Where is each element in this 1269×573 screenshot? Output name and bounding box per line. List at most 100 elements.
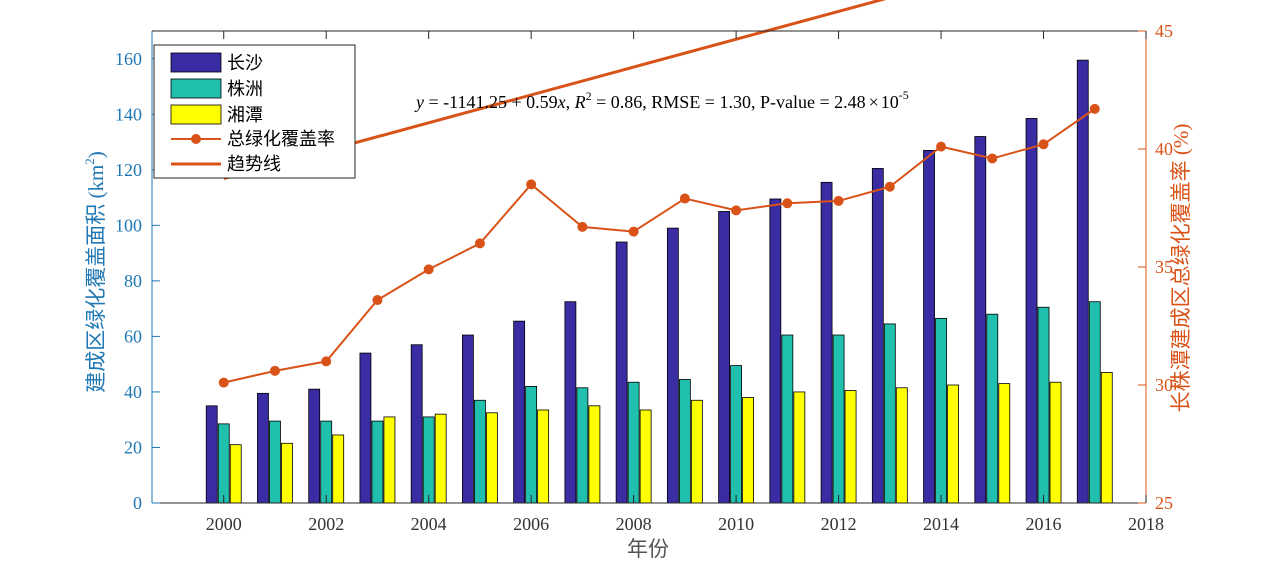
- bar-zhuzhou-2002: [320, 420, 333, 504]
- bar-zhuzhou-2005: [474, 399, 486, 504]
- bar-changsha-2001: [257, 392, 269, 504]
- legend-label-coverage: 总绿化覆盖率: [227, 129, 335, 149]
- coverage-line: [223, 108, 1096, 384]
- y-left-tick-label: 0: [133, 493, 142, 513]
- bar-changsha-2004: [410, 344, 423, 504]
- bar-zhuzhou-2013: [883, 323, 896, 504]
- y-axis-left-label-main: 建成区绿化覆盖面积 (km: [84, 165, 108, 393]
- legend-marker-coverage: [191, 134, 201, 144]
- bar-zhuzhou-2015: [986, 313, 999, 504]
- y-left-tick-label: 40: [124, 382, 142, 402]
- bar-changsha-2008: [615, 241, 628, 504]
- bar-zhuzhou-2001: [269, 420, 281, 504]
- bar-xiangtan-2012: [844, 390, 857, 504]
- bar-xiangtan-2007: [588, 405, 601, 504]
- bar-zhuzhou-2009: [678, 379, 691, 504]
- coverage-point-2012: [833, 195, 844, 206]
- bar-xiangtan-2000: [229, 444, 242, 504]
- bar-changsha-2013: [871, 168, 884, 504]
- x-tick-label: 2010: [718, 514, 754, 534]
- bar-zhuzhou-2014: [935, 317, 947, 504]
- y-left-tick-label: 100: [115, 215, 142, 235]
- annotation-times: ×: [869, 92, 879, 112]
- bar-zhuzhou-2007: [576, 387, 589, 504]
- bar-zhuzhou-2006: [525, 385, 538, 504]
- legend: 长沙 株洲 湘潭 总绿化覆盖率 趋势线: [153, 44, 356, 179]
- coverage-point-2009: [679, 193, 690, 204]
- x-tick-label: 2016: [1026, 514, 1062, 534]
- line-series-group: [218, 0, 1100, 388]
- bar-xiangtan-2014: [947, 384, 959, 504]
- x-tick-label: 2008: [616, 514, 652, 534]
- bar-xiangtan-2003: [383, 416, 396, 504]
- legend-label-trend: 趋势线: [227, 154, 281, 174]
- y-right-tick-label: 30: [1155, 375, 1173, 395]
- bar-zhuzhou-2004: [422, 416, 435, 504]
- bar-xiangtan-2006: [537, 409, 550, 504]
- coverage-point-2006: [526, 179, 537, 190]
- x-tick-label: 2006: [513, 514, 549, 534]
- bar-xiangtan-2008: [639, 409, 652, 504]
- bar-changsha-2009: [666, 227, 679, 504]
- y-axis-left-label-sup: 2: [82, 158, 97, 165]
- bar-zhuzhou-2011: [781, 334, 794, 504]
- bar-xiangtan-2010: [742, 397, 755, 504]
- y-left-tick-label: 160: [115, 49, 142, 69]
- bar-xiangtan-2015: [998, 383, 1011, 504]
- bar-xiangtan-2005: [486, 412, 498, 504]
- bar-xiangtan-2016: [1049, 381, 1062, 504]
- coverage-point-2005: [474, 238, 485, 249]
- annotation-r-var: R: [574, 92, 586, 112]
- annotation-eq-part2: = 0.86, RMSE = 1.30, P-value = 2.48: [592, 92, 866, 112]
- coverage-point-2004: [423, 264, 434, 275]
- coverage-point-2001: [269, 365, 280, 376]
- coverage-point-2010: [731, 205, 742, 216]
- y-axis-right-label: 长株潭建成区总绿化覆盖率 (%): [1169, 124, 1193, 413]
- annotation-eq-part1: = -1141.25 + 0.59: [424, 92, 558, 112]
- annotation-r-sup: 2: [586, 89, 592, 103]
- legend-label-zhuzhou: 株洲: [227, 79, 263, 99]
- annotation-pow-exp: -5: [899, 88, 909, 102]
- regression-annotation: y = -1141.25 + 0.59x, R2 = 0.86, RMSE = …: [414, 88, 909, 112]
- bar-xiangtan-2013: [895, 387, 908, 504]
- bar-changsha-2011: [769, 198, 782, 504]
- bar-zhuzhou-2000: [217, 423, 230, 504]
- y-left-tick-label: 80: [124, 271, 142, 291]
- y-left-tick-label: 20: [124, 437, 142, 457]
- bar-changsha-2005: [462, 334, 474, 504]
- bar-zhuzhou-2010: [730, 365, 743, 504]
- coverage-point-2008: [628, 226, 639, 237]
- legend-swatch-xiangtan: [170, 104, 222, 125]
- bar-changsha-2015: [974, 136, 987, 504]
- bar-changsha-2000: [205, 405, 218, 504]
- coverage-point-2011: [782, 198, 793, 209]
- bar-xiangtan-2011: [793, 391, 806, 504]
- bar-changsha-2007: [564, 301, 577, 504]
- legend-label-changsha: 长沙: [227, 53, 263, 73]
- legend-swatch-changsha: [170, 52, 222, 73]
- bar-zhuzhou-2016: [1037, 306, 1050, 504]
- coverage-point-2014: [936, 141, 947, 152]
- bar-changsha-2010: [718, 211, 731, 504]
- y-right-tick-label: 45: [1155, 21, 1173, 41]
- legend-label-xiangtan: 湘潭: [227, 105, 263, 125]
- bar-changsha-2017: [1076, 59, 1089, 504]
- annotation-comma: ,: [566, 92, 575, 112]
- x-tick-label: 2004: [411, 514, 447, 534]
- y-right-tick-label: 40: [1155, 139, 1173, 159]
- bar-changsha-2012: [820, 181, 833, 504]
- y-right-tick-label: 35: [1155, 257, 1173, 277]
- bar-xiangtan-2001: [281, 442, 293, 504]
- bar-zhuzhou-2017: [1088, 301, 1101, 504]
- coverage-point-2015: [987, 153, 998, 164]
- axes-group: 0 20 40 60 80 100 120 140 160 25 30 35 40 45 2000 2002 2…: [115, 21, 1173, 534]
- bar-zhuzhou-2012: [832, 334, 845, 504]
- y-left-tick-label: 120: [115, 160, 142, 180]
- coverage-point-2016: [1038, 139, 1049, 150]
- annotation-y-var: y: [414, 92, 424, 112]
- coverage-point-2002: [321, 356, 332, 367]
- x-tick-label: 2018: [1128, 514, 1164, 534]
- legend-swatch-zhuzhou: [170, 78, 222, 99]
- x-tick-label: 2000: [206, 514, 242, 534]
